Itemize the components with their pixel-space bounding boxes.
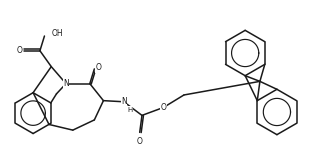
Text: OH: OH — [51, 29, 63, 38]
Text: N: N — [63, 79, 69, 88]
Text: H: H — [127, 107, 132, 113]
Text: O: O — [96, 63, 102, 72]
Text: O: O — [17, 46, 22, 55]
Text: O: O — [161, 103, 167, 112]
Text: N: N — [121, 97, 127, 106]
Text: O: O — [137, 137, 143, 146]
